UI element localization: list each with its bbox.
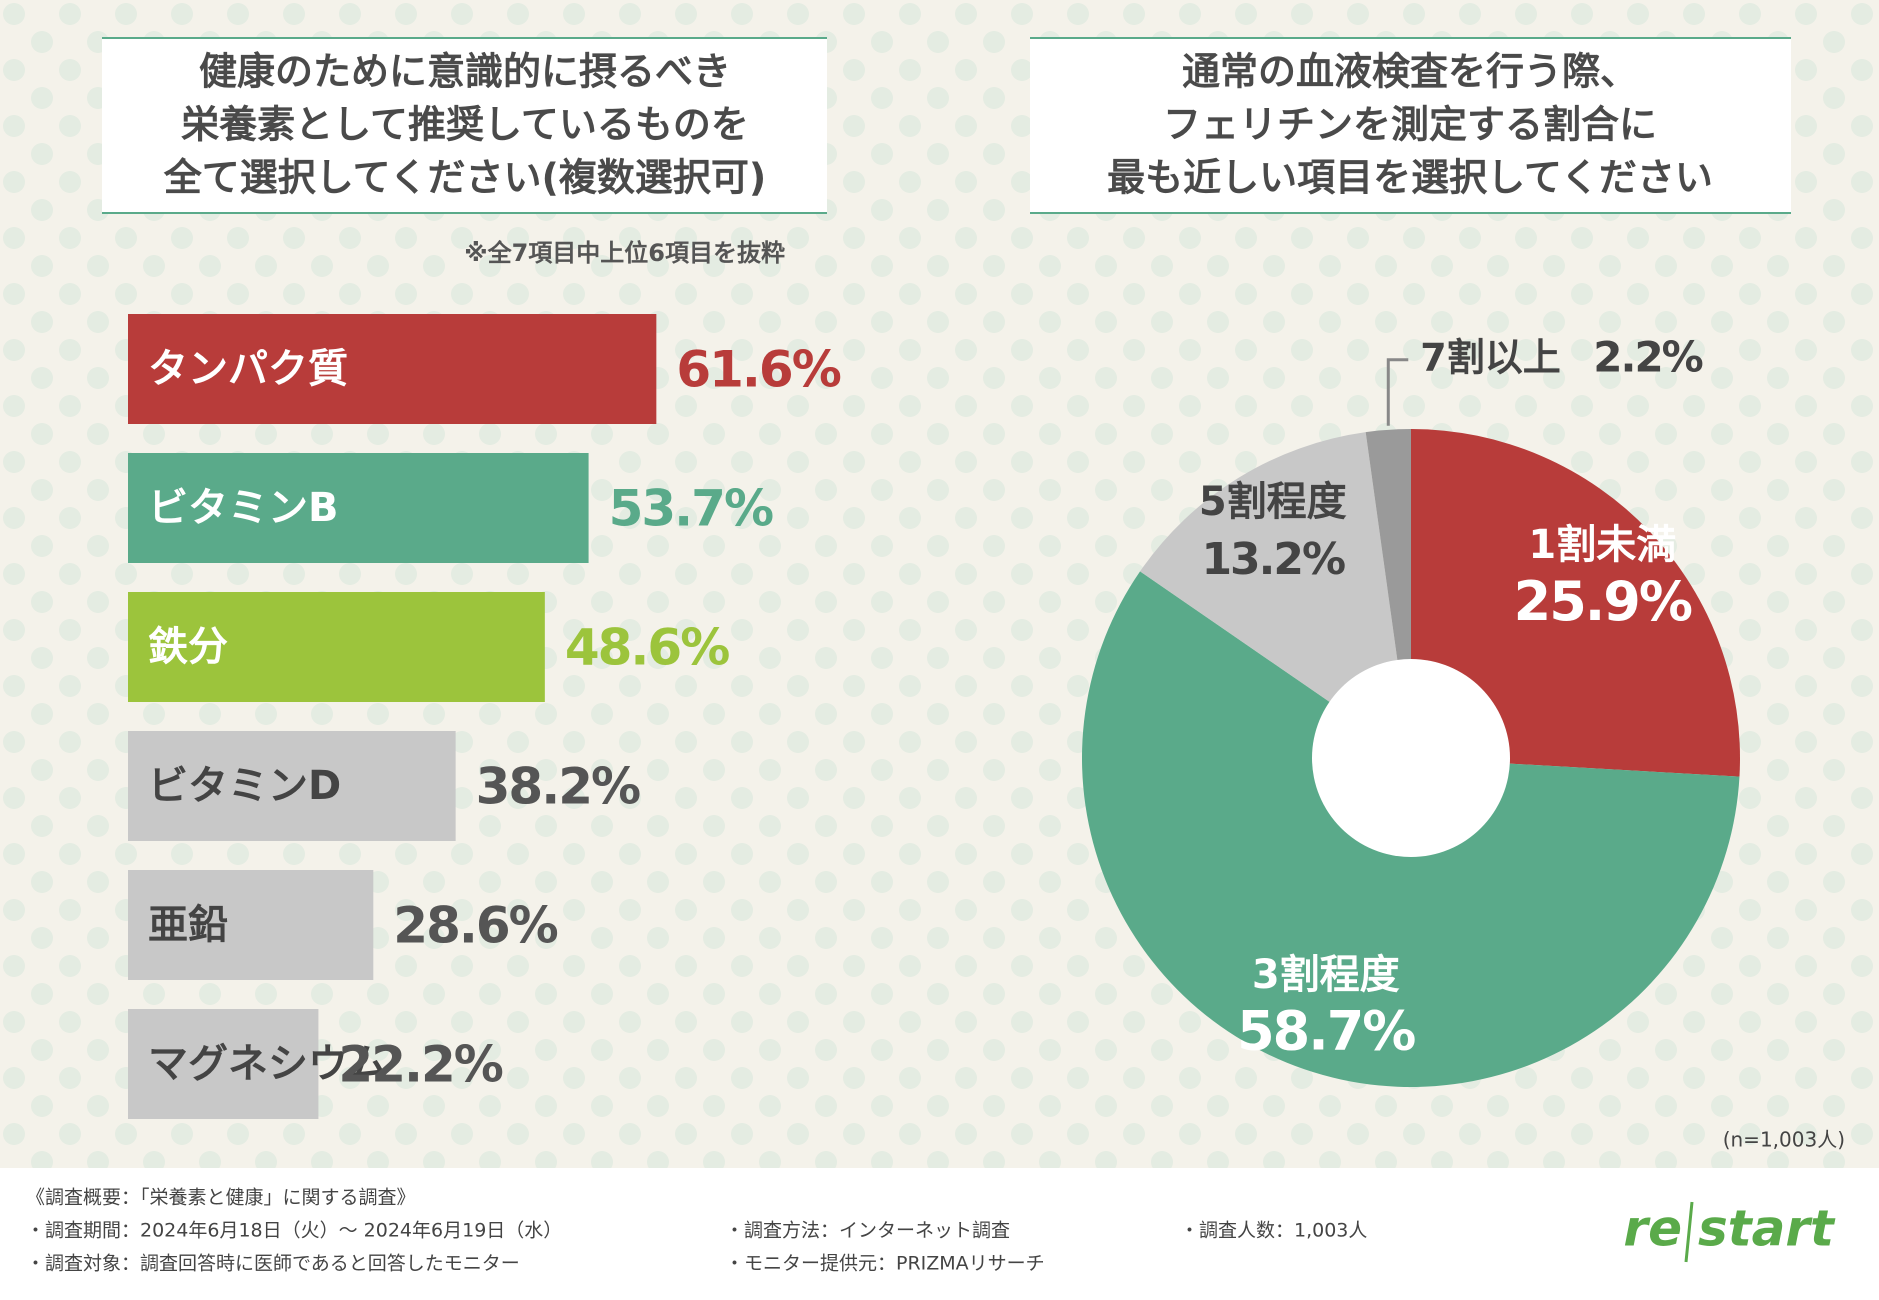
- footer-item: ・調査人数：1,003人: [1180, 1220, 1367, 1242]
- chart-title: 最も近しい項目を選択してください: [1107, 156, 1713, 200]
- category-label: 鉄分: [148, 624, 228, 670]
- value-label: 61.6%: [676, 341, 840, 399]
- bar: [128, 314, 657, 424]
- footer-heading: 《調査概要：「栄養素と健康」に関する調査》: [26, 1187, 416, 1209]
- footer-item: ・調査期間：2024年6月18日（火）～ 2024年6月19日（水）: [26, 1220, 562, 1242]
- pie-slice: [1411, 429, 1740, 777]
- value-label: 53.7%: [609, 480, 773, 538]
- title-box: [102, 38, 827, 213]
- pie-slice: [1140, 432, 1411, 758]
- slice-label: 7割以上: [1420, 335, 1560, 379]
- slice-value: 2.2%: [1593, 332, 1702, 381]
- chart-title: 通常の血液検査を行う際、: [1182, 50, 1638, 94]
- category-label: ビタミンB: [148, 485, 339, 531]
- bar: [128, 592, 545, 702]
- bar: [128, 731, 456, 841]
- donut-hole: [1312, 659, 1510, 857]
- category-label: マグネシウム: [148, 1041, 388, 1087]
- logo-divider: [1684, 1201, 1694, 1263]
- title-box: [1030, 38, 1791, 213]
- bar: [128, 453, 589, 563]
- chart-title: フェリチンを測定する割合に: [1163, 103, 1657, 147]
- value-label: 38.2%: [476, 758, 640, 816]
- logo: start: [1698, 1200, 1836, 1258]
- slice-value: 25.9%: [1514, 570, 1692, 633]
- slice-value: 13.2%: [1201, 534, 1345, 585]
- chart-title: 栄養素として推奨しているものを: [181, 103, 749, 147]
- value-label: 48.6%: [565, 619, 729, 677]
- bar: [128, 870, 374, 980]
- chart-title: 健康のために意識的に摂るべき: [199, 50, 731, 94]
- category-label: タンパク質: [148, 346, 348, 392]
- slice-label: 5割程度: [1199, 479, 1347, 525]
- chart-title: 全て選択してください(複数選択可): [163, 156, 766, 200]
- footer-background: [0, 1168, 1879, 1300]
- slice-label: 1割未満: [1528, 522, 1676, 568]
- category-label: 亜鉛: [148, 902, 228, 948]
- footer-item: ・調査対象：調査回答時に医師であると回答したモニター: [26, 1253, 520, 1275]
- note: ※全7項目中上位6項目を抜粋: [464, 239, 785, 267]
- sample-size: (n=1,003人): [1723, 1128, 1845, 1152]
- footer-item: ・モニター提供元：PRIZMAリサーチ: [725, 1253, 1045, 1275]
- footer-item: ・調査方法：インターネット調査: [725, 1220, 1010, 1242]
- slice-value: 58.7%: [1237, 1000, 1415, 1063]
- value-label: 22.2%: [338, 1036, 502, 1094]
- slice-label: 3割程度: [1252, 952, 1400, 998]
- bar: [128, 1009, 319, 1119]
- leader-line: [1386, 358, 1409, 426]
- category-label: ビタミンD: [148, 763, 341, 809]
- value-label: 28.6%: [393, 897, 557, 955]
- logo: re: [1623, 1200, 1682, 1258]
